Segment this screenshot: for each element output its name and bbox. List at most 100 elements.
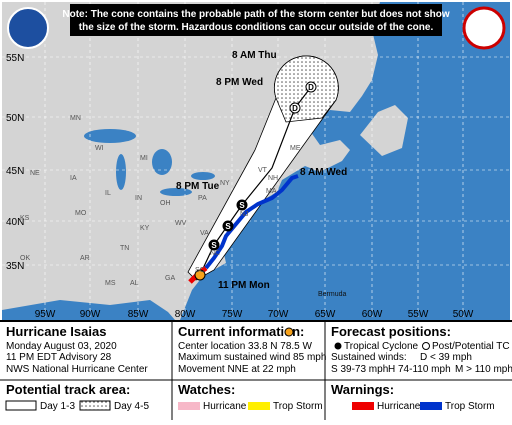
forecast-letter: D [292,104,298,113]
hurricane-watch: Hurricane [203,401,247,412]
forecast-time: 11 PM Mon [218,280,270,291]
state-label: OH [160,200,171,207]
forecast-letter: S [225,222,231,231]
hurricane-watch-swatch [178,402,200,410]
state-label: SC [195,267,205,274]
track-title: Potential track area: [6,382,130,397]
forecast-point [289,102,301,114]
storm-watch-swatch [248,402,270,410]
state-label: GA [165,275,175,282]
place-label: Bermuda [318,291,347,298]
forecast-letter: S [211,241,217,250]
note-box [70,4,442,36]
wind-d: D < 39 mph [420,352,472,363]
info-panel: Hurricane Isaias Monday August 03, 2020 … [0,320,512,420]
state-label: IL [105,190,111,197]
wind-s: S 39-73 mph [331,364,388,375]
state-label: MS [105,280,116,287]
state-label: AR [80,255,90,262]
great-lakes [84,129,215,196]
state-label: NE [30,170,40,177]
day45: Day 4-5 [114,401,149,412]
tropical: Tropical Cyclone [344,341,419,352]
lon-label: 55W [408,309,429,320]
current-line: Movement NNE at 22 mph [178,364,296,375]
nws-logo [462,6,506,50]
lat-label: 55N [6,53,24,64]
forecast-point [236,199,248,211]
state-label: MN [70,115,81,122]
storm-warning [204,174,299,270]
day13-swatch [5,400,37,411]
tc-icon [334,342,342,350]
state-label: NH [268,175,278,182]
hurricane-warning-swatch [352,402,374,410]
post-icon [422,342,430,350]
wind-h: H 74-110 mph [388,364,451,375]
post: Post/Potential TC [432,341,510,352]
current-line: Center location 33.8 N 78.5 W [178,341,313,352]
forecast-letter: S [239,201,245,210]
current-line: Maximum sustained wind 85 mph [178,352,326,363]
current-icon [284,327,294,337]
state-label: AL [130,280,139,287]
lon-label: 50W [453,309,474,320]
storm-name: Hurricane Isaias [6,324,106,339]
current-title: Current information: [178,324,304,339]
hurricane-warning-label: Hurricane [377,401,421,412]
note: Note: The cone contains the probable pat… [62,9,449,20]
forecast-letter: D [308,83,314,92]
day45-swatch [79,400,111,411]
newfoundland [360,105,408,156]
forecast-point [208,239,220,251]
forecast-title: Forecast positions: [331,324,451,339]
lat-label: 45N [6,166,24,177]
lon-label: 80W [175,309,196,320]
advisory: 11 PM EDT Advisory 28 [6,352,112,363]
state-label: IA [70,175,77,182]
lon-label: 75W [222,309,243,320]
lat-label: 35N [6,261,24,272]
watches-title: Watches: [178,382,235,397]
lat-label: 50N [6,113,24,124]
state-label: NC [210,250,220,257]
lon-label: 65W [315,309,336,320]
warnings-title: Warnings: [331,382,394,397]
state-label: IN [135,195,142,202]
forecast-time: 8 PM Wed [216,77,263,88]
date: Monday August 03, 2020 [6,341,117,352]
state-label: VT [258,167,268,174]
noaa-logo [7,7,49,49]
lon-label: 95W [35,309,56,320]
state-label: MO [75,210,87,217]
lon-label: 90W [80,309,101,320]
forecast-time: 8 AM Wed [300,167,347,178]
state-label: MI [140,155,148,162]
current-position [194,269,206,281]
lon-label: 85W [128,309,149,320]
wind-m: M > 110 mph [455,364,512,375]
storm-warning-label: Trop Storm [445,401,495,412]
state-label: KY [140,225,150,232]
storm-watch: Trop Storm [273,401,323,412]
state-label: KS [20,215,30,222]
state-label: WI [95,145,104,152]
office: NWS National Hurricane Center [6,364,148,375]
map: D D S S S 55N 50N 45N 40N 35N 95W 90W 85W 80W 75W 70W 6… [2,2,510,320]
forecast-point [305,81,317,93]
note: the size of the storm. Hazardous conditi… [79,22,434,33]
state-label: WV [175,220,187,227]
lon-label: 70W [268,309,289,320]
state-label: MA [266,188,277,195]
forecast-time: 8 PM Tue [176,181,220,192]
state-label: NJ [240,211,249,218]
day13: Day 1-3 [40,401,75,412]
graticule [2,2,510,320]
lat-label: 40N [6,217,24,228]
lon-label: 60W [362,309,383,320]
state-label: ME [290,145,301,152]
storm-warning-swatch [420,402,442,410]
state-label: NY [220,180,230,187]
state-label: PA [198,195,207,202]
ocean [180,2,510,320]
